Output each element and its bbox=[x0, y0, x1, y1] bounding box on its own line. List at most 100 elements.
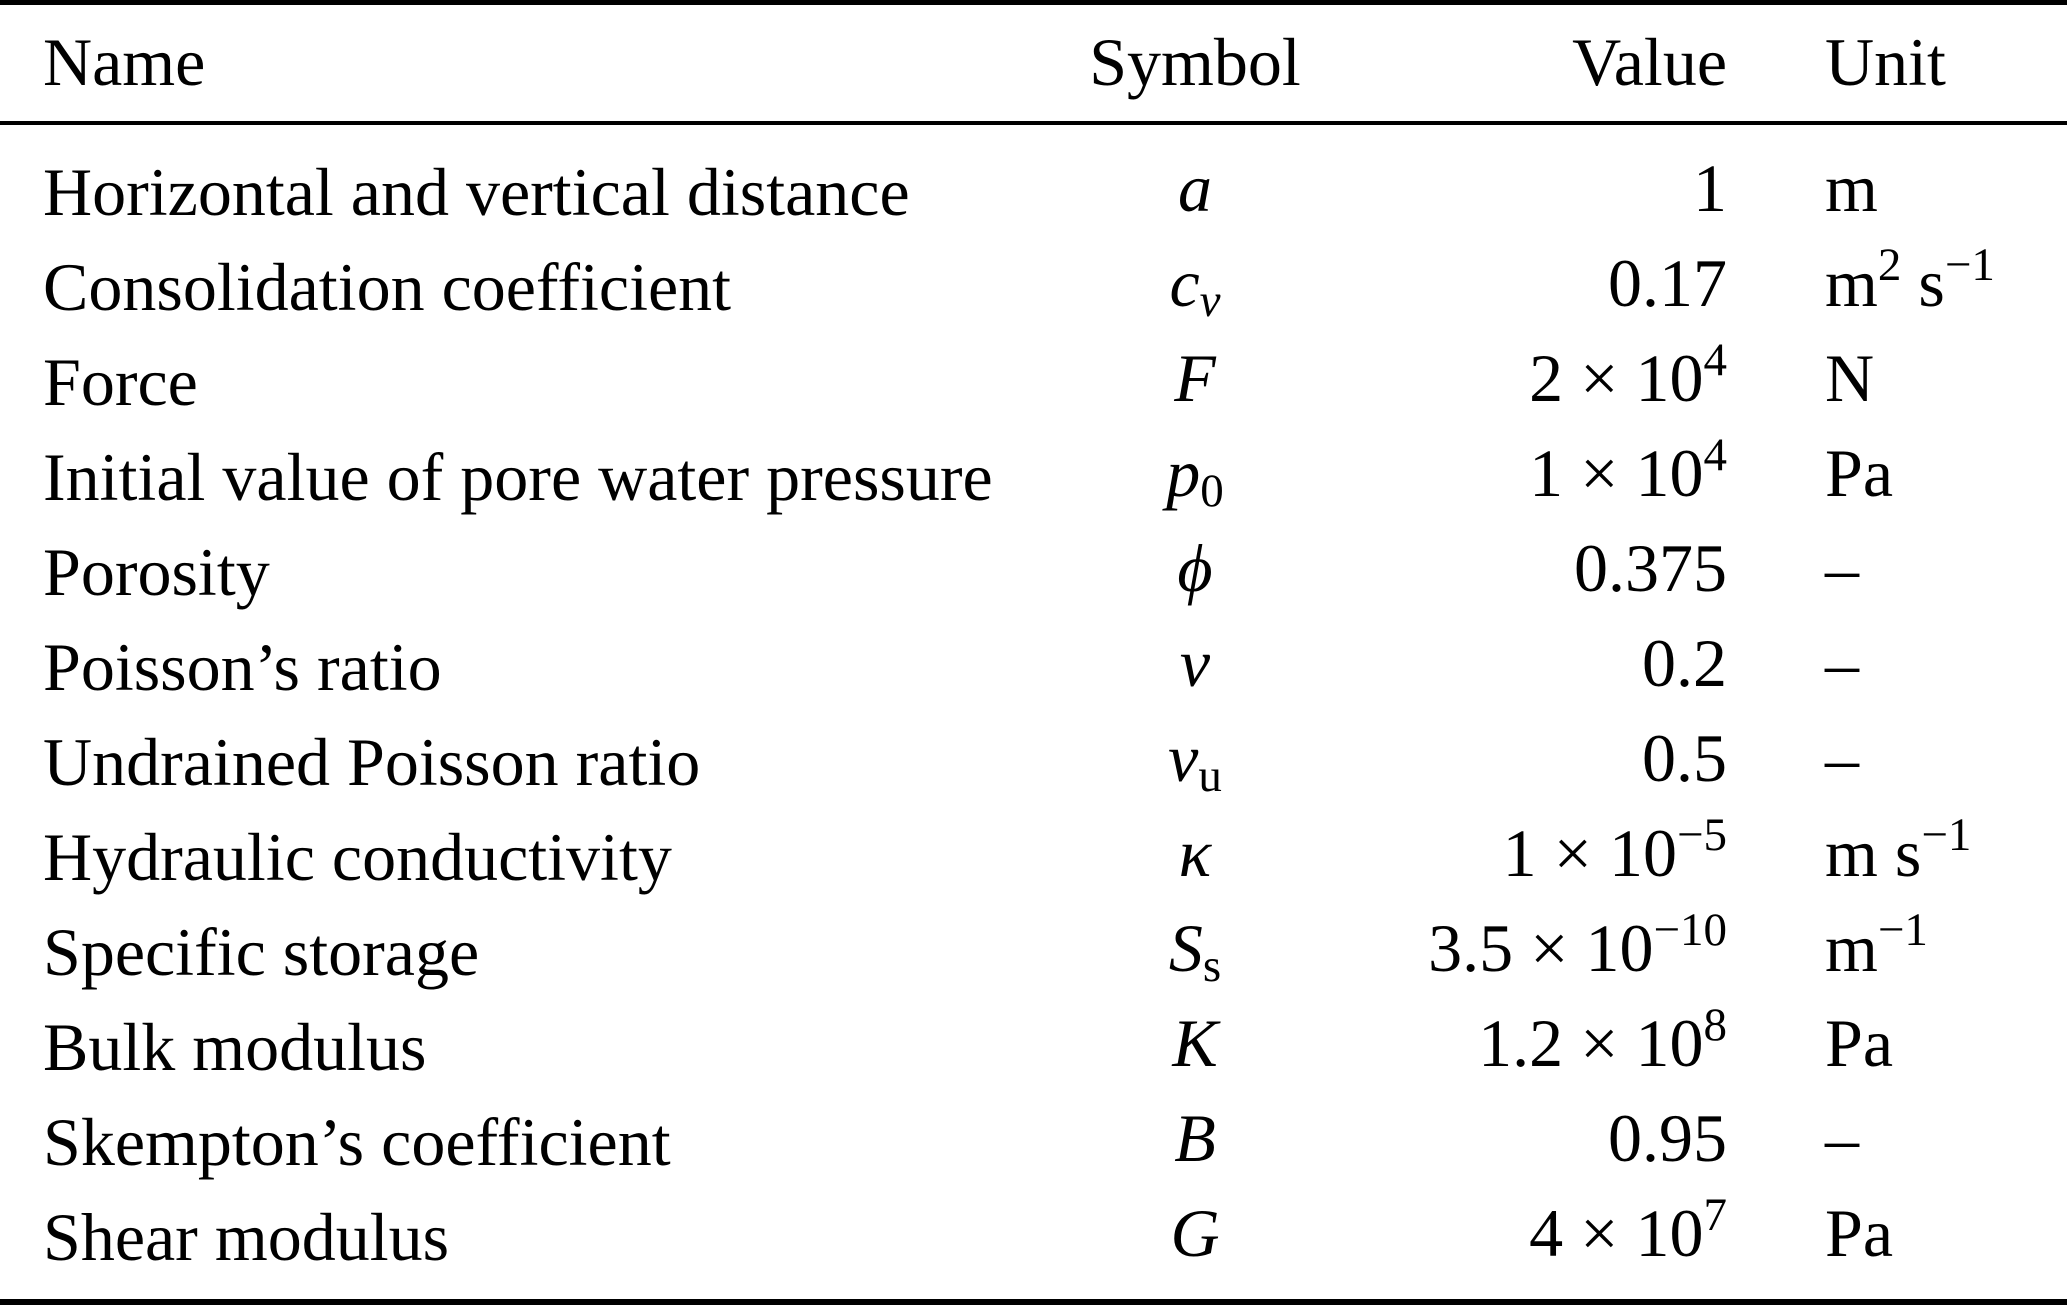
param-value-cell: 2 × 104 bbox=[1350, 333, 1728, 430]
value-mantissa: 1 bbox=[1693, 149, 1727, 226]
symbol-main: κ bbox=[1178, 814, 1212, 891]
symbol-main: S bbox=[1168, 909, 1203, 986]
param-unit-cell: m s−1 bbox=[1727, 808, 2067, 905]
param-name-cell: Horizontal and vertical distance bbox=[43, 153, 910, 230]
param-value-cell: 1 × 10−5 bbox=[1350, 808, 1727, 905]
table-row: Initial value of pore water pressure p0 … bbox=[0, 428, 2067, 525]
param-unit-cell: m−1 bbox=[1727, 904, 2067, 1000]
param-unit-cell: – bbox=[1727, 525, 2067, 620]
symbol-main: B bbox=[1174, 1099, 1216, 1176]
param-unit-cell: N bbox=[1727, 335, 2067, 430]
table-row: Horizontal and vertical distance a 1 m bbox=[0, 123, 2067, 240]
value-exponent: 4 bbox=[1703, 428, 1728, 481]
param-symbol-cell: G bbox=[1040, 1190, 1350, 1302]
param-unit-cell: Pa bbox=[1727, 1190, 2067, 1302]
param-value-cell: 3.5 × 10−10 bbox=[1350, 903, 1727, 1000]
symbol-main: a bbox=[1178, 149, 1212, 226]
param-symbol-cell: ν bbox=[1040, 620, 1350, 715]
value-mantissa: 3.5 × 10 bbox=[1428, 909, 1654, 986]
param-name-cell: Skempton’s coefficient bbox=[43, 1103, 671, 1180]
param-name-cell: Force bbox=[43, 343, 198, 420]
param-symbol-cell: cv bbox=[1040, 240, 1350, 335]
param-value-cell: 0.5 bbox=[1350, 715, 1727, 810]
param-name-cell: Undrained Poisson ratio bbox=[43, 723, 701, 800]
param-symbol-cell: κ bbox=[1040, 810, 1350, 905]
unit-text: – bbox=[1825, 1099, 1859, 1176]
param-unit-cell: m bbox=[1727, 123, 2067, 240]
unit-superscript: 2 bbox=[1877, 238, 1902, 291]
table-row: Specific storage Ss 3.5 × 10−10 m−1 bbox=[0, 903, 2067, 1000]
param-name-cell: Hydraulic conductivity bbox=[43, 818, 672, 895]
value-exponent: −10 bbox=[1653, 903, 1727, 956]
symbol-main: p bbox=[1166, 434, 1201, 511]
param-name-cell: Initial value of pore water pressure bbox=[43, 438, 993, 515]
unit-text: Pa bbox=[1825, 1194, 1893, 1271]
param-unit-cell: Pa bbox=[1727, 430, 2067, 525]
value-mantissa: 0.375 bbox=[1574, 529, 1727, 606]
param-value-cell: 0.17 bbox=[1350, 240, 1727, 335]
table-row: Skempton’s coefficient B 0.95 – bbox=[0, 1095, 2067, 1190]
value-mantissa: 1 × 10 bbox=[1502, 814, 1677, 891]
unit-superscript: −1 bbox=[1921, 808, 1972, 861]
param-name-cell: Consolidation coefficient bbox=[43, 248, 732, 325]
column-header-unit: Unit bbox=[1727, 2, 2067, 125]
symbol-subscript: 0 bbox=[1200, 464, 1224, 517]
symbol-main: ϕ bbox=[1177, 529, 1213, 606]
param-name-cell: Shear modulus bbox=[43, 1198, 450, 1275]
unit-text: Pa bbox=[1825, 1004, 1893, 1081]
param-symbol-cell: Ss bbox=[1040, 905, 1350, 1000]
param-unit-cell: m2 s−1 bbox=[1727, 238, 2067, 335]
table-row: Hydraulic conductivity κ 1 × 10−5 m s−1 bbox=[0, 808, 2067, 905]
param-name-cell: Poisson’s ratio bbox=[43, 628, 442, 705]
unit-text: m s bbox=[1825, 814, 1922, 891]
table-row: Shear modulus G 4 × 107 Pa bbox=[0, 1188, 2067, 1302]
param-value-cell: 0.2 bbox=[1350, 620, 1727, 715]
table-row: Consolidation coefficient cv 0.17 m2 s−1 bbox=[0, 238, 2067, 335]
unit-text: – bbox=[1825, 624, 1859, 701]
value-mantissa: 2 × 10 bbox=[1529, 339, 1704, 416]
symbol-main: K bbox=[1172, 1004, 1218, 1081]
param-symbol-cell: νu bbox=[1040, 715, 1350, 810]
unit-text: – bbox=[1825, 529, 1859, 606]
unit-text: N bbox=[1825, 339, 1875, 416]
param-unit-cell: – bbox=[1727, 620, 2067, 715]
symbol-main: G bbox=[1170, 1194, 1220, 1271]
symbol-main: ν bbox=[1179, 624, 1211, 701]
param-name-cell: Specific storage bbox=[43, 913, 480, 990]
unit-text: Pa bbox=[1825, 434, 1893, 511]
param-name-cell: Porosity bbox=[43, 533, 270, 610]
table-row: Bulk modulus K 1.2 × 108 Pa bbox=[0, 998, 2067, 1095]
column-header-value: Value bbox=[1350, 2, 1727, 125]
unit-text: – bbox=[1825, 719, 1859, 796]
param-unit-cell: Pa bbox=[1727, 1000, 2067, 1095]
symbol-subscript: v bbox=[1199, 274, 1221, 327]
param-value-cell: 0.95 bbox=[1350, 1095, 1727, 1190]
value-exponent: 4 bbox=[1703, 333, 1728, 386]
param-symbol-cell: ϕ bbox=[1040, 525, 1350, 620]
value-mantissa: 1.2 × 10 bbox=[1478, 1004, 1704, 1081]
unit-text: m bbox=[1825, 909, 1878, 986]
value-mantissa: 4 × 10 bbox=[1529, 1194, 1704, 1271]
param-value-cell: 0.375 bbox=[1350, 525, 1727, 620]
param-value-cell: 1 bbox=[1350, 123, 1727, 240]
param-unit-cell: – bbox=[1727, 715, 2067, 810]
column-header-symbol: Symbol bbox=[1040, 2, 1350, 125]
symbol-main: ν bbox=[1168, 719, 1199, 796]
value-mantissa: 0.2 bbox=[1642, 624, 1727, 701]
param-value-cell: 1 × 104 bbox=[1350, 428, 1728, 525]
value-mantissa: 0.95 bbox=[1608, 1099, 1727, 1176]
table-row: Poisson’s ratio ν 0.2 – bbox=[0, 620, 2067, 715]
symbol-main: c bbox=[1169, 244, 1200, 321]
value-exponent: 7 bbox=[1703, 1188, 1728, 1241]
param-symbol-cell: K bbox=[1040, 1000, 1350, 1095]
value-exponent: 8 bbox=[1703, 998, 1728, 1051]
value-mantissa: 1 × 10 bbox=[1529, 434, 1704, 511]
param-unit-cell: – bbox=[1727, 1095, 2067, 1190]
param-symbol-cell: p0 bbox=[1040, 430, 1350, 525]
param-symbol-cell: F bbox=[1040, 335, 1350, 430]
column-header-name: Name bbox=[0, 2, 1040, 125]
value-mantissa: 0.17 bbox=[1608, 244, 1727, 321]
value-exponent: −5 bbox=[1676, 808, 1727, 861]
unit-text-2: s bbox=[1901, 244, 1945, 321]
